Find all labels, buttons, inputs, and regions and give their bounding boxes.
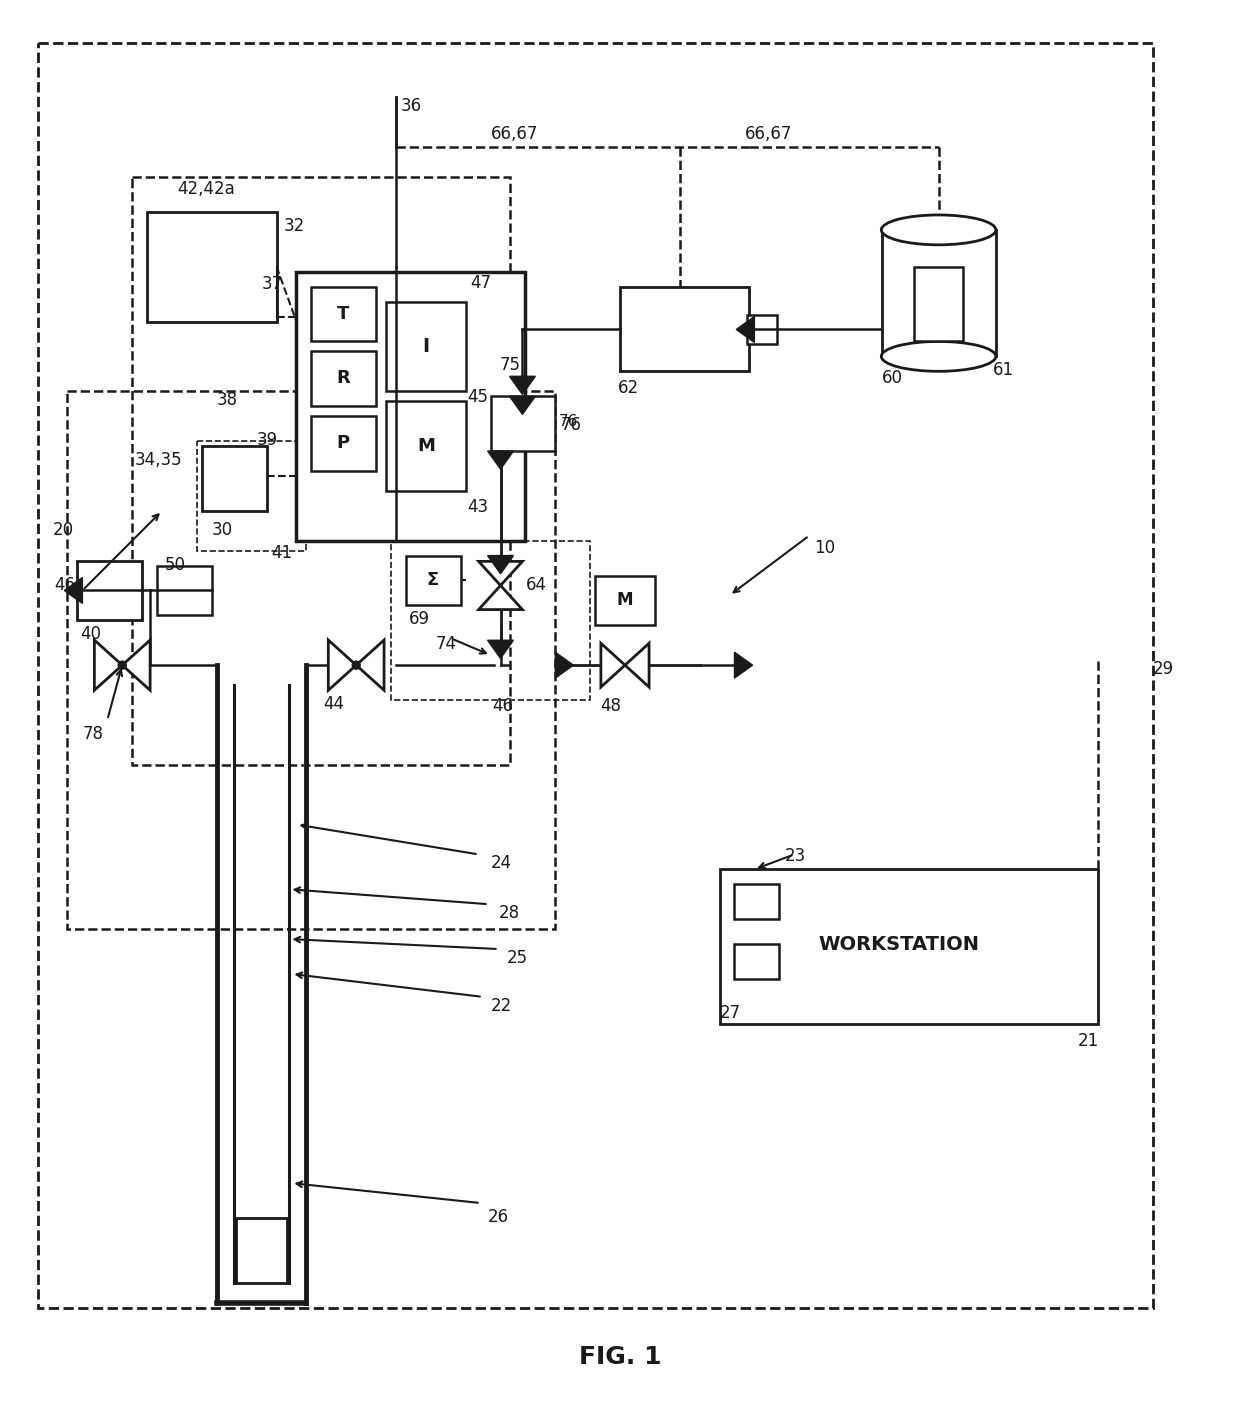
Bar	[311, 351, 376, 406]
Text: 24: 24	[491, 854, 512, 873]
Text: 61: 61	[993, 361, 1014, 379]
Bar	[296, 272, 526, 540]
Bar	[734, 884, 779, 919]
Bar	[391, 540, 590, 699]
Text: WORKSTATION: WORKSTATION	[818, 935, 980, 953]
Polygon shape	[329, 640, 356, 691]
Text: 48: 48	[600, 697, 621, 715]
Bar	[386, 402, 466, 491]
Bar	[914, 266, 963, 341]
Text: 30: 30	[212, 520, 233, 539]
Text: 41: 41	[272, 544, 293, 561]
Text: M: M	[616, 591, 634, 609]
Polygon shape	[64, 578, 82, 603]
Bar	[311, 286, 376, 341]
Polygon shape	[479, 561, 522, 585]
Bar	[197, 441, 306, 551]
Circle shape	[118, 661, 126, 670]
Text: 78: 78	[82, 725, 103, 743]
Text: 64: 64	[526, 575, 547, 594]
Bar	[67, 391, 556, 929]
Polygon shape	[510, 396, 536, 415]
Bar	[620, 286, 749, 371]
Text: 37: 37	[262, 275, 283, 293]
Polygon shape	[123, 640, 150, 691]
Text: I: I	[423, 337, 429, 355]
Bar	[148, 212, 277, 321]
Polygon shape	[737, 316, 754, 343]
Text: 76: 76	[560, 416, 582, 434]
Bar	[386, 302, 466, 391]
Circle shape	[352, 661, 360, 670]
Bar	[77, 561, 143, 620]
Text: 20: 20	[52, 520, 73, 539]
Text: R: R	[336, 369, 350, 388]
Text: 75: 75	[500, 357, 521, 375]
Text: 46: 46	[55, 575, 76, 594]
Text: FIG. 1: FIG. 1	[579, 1345, 661, 1369]
Text: 28: 28	[498, 904, 520, 922]
Text: 46: 46	[492, 697, 513, 715]
Polygon shape	[601, 643, 625, 687]
Polygon shape	[734, 653, 753, 678]
Polygon shape	[625, 643, 649, 687]
Polygon shape	[479, 585, 522, 609]
Bar	[491, 396, 556, 451]
Text: 39: 39	[257, 431, 278, 448]
Bar	[748, 314, 777, 344]
Text: 44: 44	[324, 695, 345, 713]
Polygon shape	[487, 556, 513, 574]
Text: 43: 43	[467, 498, 489, 516]
Text: 50: 50	[165, 556, 186, 574]
Text: 60: 60	[882, 369, 903, 388]
Text: P: P	[337, 434, 350, 453]
Bar	[236, 1218, 288, 1283]
Ellipse shape	[882, 341, 996, 371]
Bar	[133, 178, 511, 764]
Text: 66,67: 66,67	[744, 125, 792, 144]
Text: 27: 27	[719, 1004, 740, 1022]
Bar	[405, 556, 461, 605]
Bar	[202, 446, 267, 510]
Text: 34,35: 34,35	[135, 451, 182, 470]
Polygon shape	[556, 653, 573, 678]
Text: 22: 22	[491, 997, 512, 1015]
Bar	[719, 870, 1097, 1024]
Bar	[595, 575, 655, 625]
Ellipse shape	[882, 214, 996, 245]
Polygon shape	[510, 376, 536, 395]
Text: 74: 74	[435, 636, 456, 653]
Text: 25: 25	[506, 949, 528, 967]
Bar	[311, 416, 376, 471]
Text: 10: 10	[815, 539, 836, 557]
Polygon shape	[356, 640, 384, 691]
Text: Σ: Σ	[427, 571, 439, 589]
Text: 42,42a: 42,42a	[177, 180, 234, 197]
Text: 66,67: 66,67	[491, 125, 538, 144]
Text: 45: 45	[467, 388, 489, 406]
Text: 32: 32	[284, 217, 305, 235]
Text: 69: 69	[409, 611, 430, 629]
Bar	[157, 565, 212, 615]
Text: M: M	[417, 437, 435, 455]
Text: 23: 23	[784, 847, 806, 866]
Text: 40: 40	[81, 625, 102, 643]
Polygon shape	[487, 640, 513, 658]
Text: 29: 29	[1153, 660, 1174, 678]
Text: 36: 36	[401, 97, 422, 116]
Polygon shape	[487, 451, 513, 470]
Text: 26: 26	[487, 1208, 508, 1227]
Text: 21: 21	[1078, 1032, 1099, 1049]
Text: T: T	[337, 305, 350, 323]
Text: 47: 47	[471, 274, 492, 292]
Bar	[734, 945, 779, 979]
Bar	[882, 230, 996, 357]
Text: 38: 38	[217, 391, 238, 409]
Text: 62: 62	[618, 379, 639, 398]
Polygon shape	[94, 640, 123, 691]
Text: 76: 76	[558, 413, 578, 429]
